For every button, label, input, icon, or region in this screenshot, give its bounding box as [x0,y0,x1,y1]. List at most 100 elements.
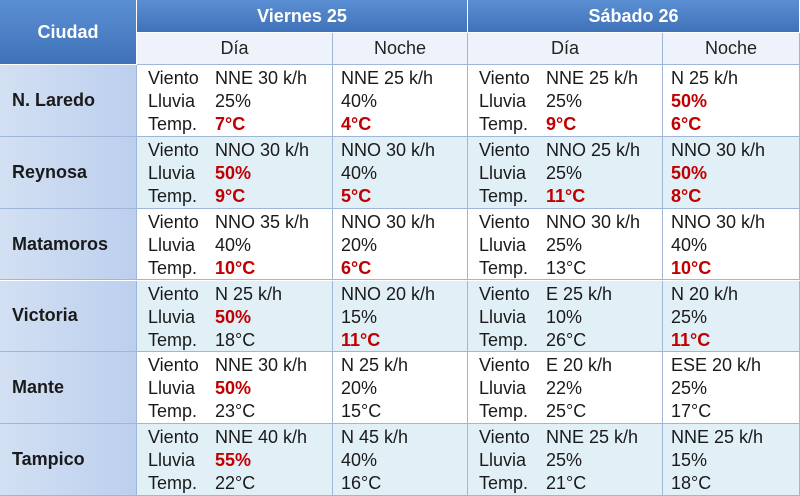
field-value: 25% [215,91,252,111]
field-value: NNO 30 k/h [341,139,436,160]
forecast-cell [137,280,333,353]
field-value: 6°C [671,114,702,134]
field-value: NNE 25 k/h [671,427,764,448]
field-label: Viento [148,139,199,160]
field-value: 40% [341,162,378,183]
forecast-cell [468,424,663,496]
field-label: Lluvia [479,306,527,327]
field-value: 15°C [341,401,382,422]
forecast-cell [333,136,468,209]
field-label: Temp. [148,114,198,134]
city-name: Tampico [0,424,137,496]
field-value: NNO 30 k/h [215,139,310,160]
field-label: Viento [479,283,530,304]
field-value: 10°C [671,257,712,278]
field-label: Lluvia [479,450,527,471]
field-label: Temp. [479,185,529,206]
field-label: Viento [148,68,199,88]
field-label: Lluvia [148,162,196,183]
field-value: 50% [215,162,252,183]
city-name: Victoria [0,280,137,353]
field-value: 25% [546,234,583,255]
field-value: 26°C [546,329,587,350]
field-label: Lluvia [479,162,527,183]
field-label: Lluvia [148,450,196,471]
field-value: NNO 30 k/h [671,211,766,232]
day-header: Viernes 25 [137,0,468,33]
field-label: Lluvia [479,378,527,399]
forecast-cell [468,65,663,137]
field-value: 50% [215,378,252,399]
field-value: NNO 35 k/h [215,211,310,232]
field-value: 9°C [546,114,577,134]
period-header: Día [468,33,663,65]
field-value: NNO 20 k/h [341,283,436,304]
field-value: 25% [546,162,583,183]
field-value: 11°C [546,185,586,206]
field-value: 20% [341,378,378,399]
city-name: Matamoros [0,208,137,281]
field-label: Temp. [479,114,529,134]
field-label: Viento [479,355,530,376]
field-value: NNE 25 k/h [546,427,639,448]
forecast-cell [137,352,333,425]
field-label: Viento [148,427,199,448]
field-label: Lluvia [148,91,196,111]
field-value: 5°C [341,185,372,206]
field-value: NNO 30 k/h [671,139,766,160]
field-value: 13°C [546,257,587,278]
forecast-cell [137,208,333,281]
field-value: NNE 25 k/h [341,68,434,88]
field-value: 17°C [671,401,712,422]
field-value: 4°C [341,114,372,134]
forecast-cell [663,208,800,281]
field-value: 18°C [671,473,712,494]
field-label: Viento [148,283,199,304]
field-value: NNE 30 k/h [215,68,308,88]
field-value: NNO 30 k/h [341,211,436,232]
field-label: Temp. [148,329,198,350]
field-value: 15% [341,306,378,327]
field-value: 50% [215,306,252,327]
forecast-cell [468,208,663,281]
field-value: 22°C [215,473,256,494]
forecast-cell [137,424,333,496]
forecast-cell [137,136,333,209]
field-label: Temp. [479,257,529,278]
field-label: Temp. [148,401,198,422]
field-value: N 25 k/h [671,68,739,88]
forecast-cell [468,280,663,353]
forecast-cell [137,65,333,137]
field-label: Temp. [479,329,529,350]
field-label: Temp. [479,401,529,422]
field-value: 11°C [671,329,711,350]
field-label: Viento [479,139,530,160]
field-value: 8°C [671,185,702,206]
field-label: Viento [479,427,530,448]
period-header: Noche [663,33,800,65]
forecast-cell [333,424,468,496]
field-label: Viento [148,211,199,232]
city-name: N. Laredo [0,65,137,137]
field-label: Viento [479,68,530,88]
field-value: 50% [671,91,708,111]
field-value: 40% [215,234,252,255]
field-value: 18°C [215,329,256,350]
period-header: Noche [333,33,468,65]
field-label: Viento [479,211,530,232]
forecast-cell [663,280,800,353]
field-value: E 25 k/h [546,283,613,304]
field-value: N 25 k/h [341,355,409,376]
field-value: NNE 30 k/h [215,355,308,376]
forecast-cell [333,280,468,353]
field-value: 40% [671,234,708,255]
field-value: N 25 k/h [215,283,283,304]
field-label: Lluvia [479,234,527,255]
field-value: 21°C [546,473,587,494]
field-label: Lluvia [148,234,196,255]
field-value: 22% [546,378,583,399]
field-value: 9°C [215,185,246,206]
forecast-cell [663,352,800,425]
field-value: 16°C [341,473,382,494]
